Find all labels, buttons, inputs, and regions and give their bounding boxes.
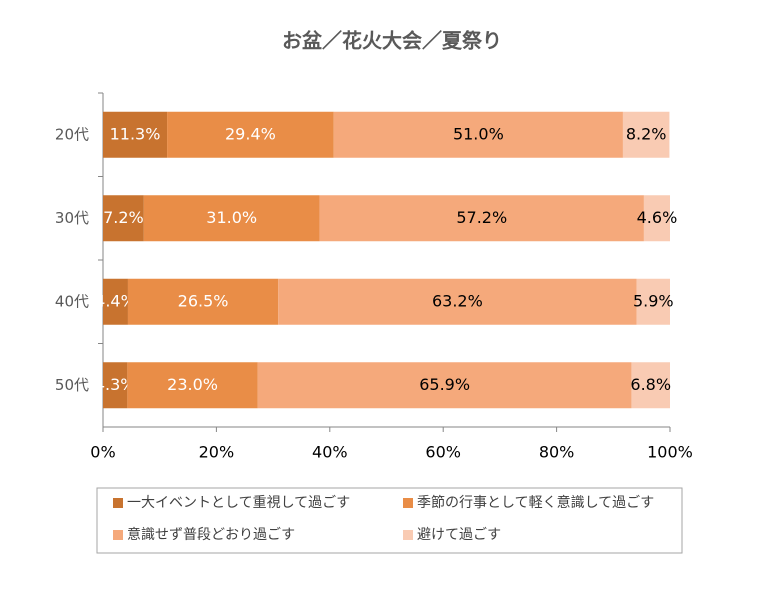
legend-box — [96, 487, 683, 554]
data-label: 5.9% — [633, 291, 674, 310]
data-label: 23.0% — [167, 375, 218, 394]
bar-segment — [319, 195, 644, 242]
legend-label: 避けて過ごす — [417, 527, 501, 543]
bar-segment — [103, 362, 128, 409]
bar-segment — [278, 278, 637, 325]
legend-label: 一大イベントとして重視して過ごす — [127, 495, 350, 511]
legend-marker — [113, 498, 123, 508]
x-tick-label: 80% — [539, 443, 575, 462]
bar-segment — [622, 111, 670, 158]
chart-title: お盆／花火大会／夏祭り — [282, 29, 502, 53]
data-label: 31.0% — [206, 208, 257, 227]
data-label: 7.2% — [103, 208, 144, 227]
data-label: 57.2% — [456, 208, 507, 227]
y-tick-label: 50代 — [55, 376, 89, 394]
data-label: 51.0% — [453, 124, 504, 143]
data-label: 6.8% — [630, 375, 671, 394]
x-tick-label: 60% — [425, 443, 461, 462]
data-label: 26.5% — [178, 291, 229, 310]
legend-marker — [403, 530, 413, 540]
bar-segment — [631, 362, 670, 409]
legend-label: 季節の行事として軽く意識して過ごす — [417, 494, 654, 511]
legend-marker — [113, 530, 123, 540]
y-tick-label: 40代 — [55, 292, 89, 310]
x-tick-label: 40% — [312, 443, 348, 462]
y-tick-label: 30代 — [55, 209, 89, 227]
data-label: 8.2% — [626, 124, 667, 143]
data-label: 4.4% — [95, 291, 136, 310]
bar-segment — [103, 278, 128, 325]
data-label: 4.6% — [637, 208, 678, 227]
legend-label: 意識せず普段どおり過ごす — [127, 526, 295, 543]
x-tick-label: 20% — [199, 443, 235, 462]
data-label: 29.4% — [225, 124, 276, 143]
bar-segment — [143, 195, 320, 242]
legend-marker — [403, 498, 413, 508]
bar-segment — [127, 362, 258, 409]
bar-segment — [103, 195, 144, 242]
bar-segment — [643, 195, 670, 242]
bar-segment — [257, 362, 632, 409]
bar-segment — [127, 278, 279, 325]
bar-segment — [103, 111, 168, 158]
bar-segment — [636, 278, 670, 325]
bar-segment — [333, 111, 623, 158]
data-label: 65.9% — [419, 375, 470, 394]
x-tick-label: 0% — [90, 443, 115, 462]
data-label: 63.2% — [432, 291, 483, 310]
data-label: 4.3% — [95, 375, 136, 394]
bar-segment — [167, 111, 334, 158]
data-label: 11.3% — [110, 124, 161, 143]
x-tick-label: 100% — [647, 443, 693, 462]
y-tick-label: 20代 — [55, 125, 89, 143]
